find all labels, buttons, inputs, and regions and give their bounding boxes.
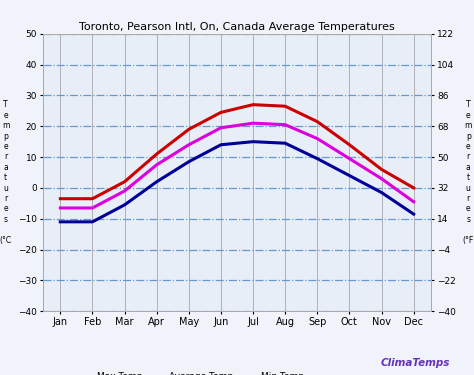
Max Temp: [57, 196, 63, 201]
Min Temp: [379, 190, 384, 195]
Max Temp: [283, 104, 288, 108]
Max Temp: [411, 186, 417, 190]
Max Temp: [218, 110, 224, 115]
Line: Max Temp: Max Temp: [60, 105, 414, 199]
Min Temp: [122, 202, 128, 207]
Average Temp: [283, 123, 288, 127]
Min Temp: [346, 173, 352, 178]
Title: Toronto, Pearson Intl, On, Canada Average Temperatures: Toronto, Pearson Intl, On, Canada Averag…: [79, 22, 395, 32]
Min Temp: [218, 142, 224, 147]
Average Temp: [314, 136, 320, 141]
Average Temp: [154, 162, 160, 167]
Average Temp: [186, 142, 191, 147]
Average Temp: [379, 176, 384, 181]
Min Temp: [314, 156, 320, 161]
Max Temp: [346, 142, 352, 147]
Min Temp: [186, 159, 191, 164]
Max Temp: [122, 180, 128, 184]
Line: Average Temp: Average Temp: [60, 123, 414, 208]
Max Temp: [90, 196, 95, 201]
Average Temp: [57, 206, 63, 210]
Average Temp: [90, 206, 95, 210]
Average Temp: [250, 121, 256, 125]
Text: ClimaTemps: ClimaTemps: [381, 357, 450, 368]
Average Temp: [218, 126, 224, 130]
Average Temp: [122, 189, 128, 193]
Min Temp: [411, 212, 417, 216]
Max Temp: [314, 119, 320, 124]
Max Temp: [250, 102, 256, 107]
Average Temp: [411, 200, 417, 204]
Min Temp: [57, 220, 63, 224]
Average Temp: [346, 156, 352, 161]
Min Temp: [283, 141, 288, 146]
Min Temp: [154, 180, 160, 184]
Line: Min Temp: Min Temp: [60, 142, 414, 222]
Max Temp: [186, 127, 191, 132]
Legend: Max Temp, Average Temp, Min Temp: Max Temp, Average Temp, Min Temp: [73, 368, 307, 375]
Text: T
e
m
p
e
r
a
t
u
r
e
s

(°C: T e m p e r a t u r e s (°C: [0, 100, 12, 244]
Max Temp: [154, 152, 160, 156]
Min Temp: [250, 140, 256, 144]
Text: T
e
m
p
e
r
a
t
u
r
e
s

(°F: T e m p e r a t u r e s (°F: [463, 100, 474, 244]
Min Temp: [90, 220, 95, 224]
Max Temp: [379, 167, 384, 172]
